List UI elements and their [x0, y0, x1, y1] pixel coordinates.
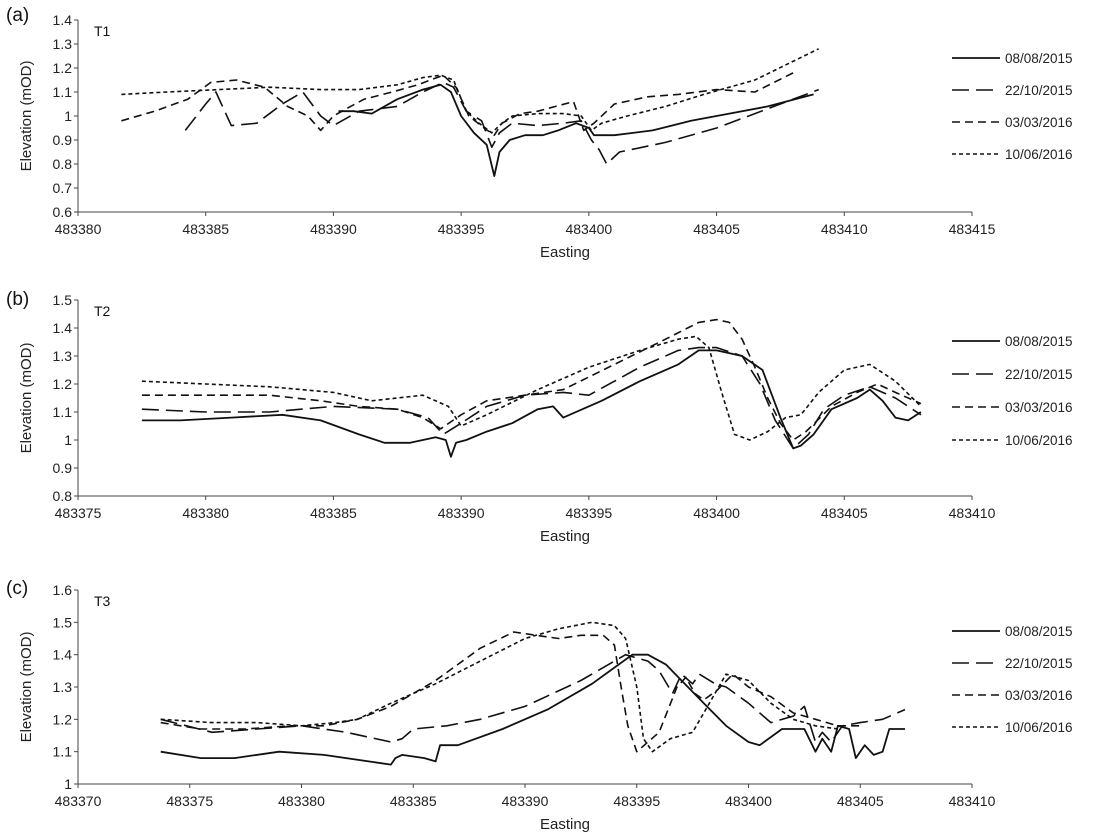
- y-tick-label: 1.2: [53, 376, 73, 392]
- legend-label: 22/10/2015: [1005, 367, 1073, 382]
- legend-label: 22/10/2015: [1005, 83, 1073, 98]
- x-tick-label: 483400: [693, 505, 740, 521]
- x-tick-label: 483410: [949, 505, 996, 521]
- panel-label: (a): [6, 5, 29, 26]
- panel-label: (b): [6, 289, 29, 310]
- x-tick-label: 483380: [278, 793, 325, 809]
- x-tick-label: 483385: [182, 221, 229, 237]
- panel-2: (b) T2 0.8 0.9 1 1.1 1.2 1.3 1.4 1.5 483375 483380 4…: [6, 289, 1073, 545]
- x-tick-label: 483380: [55, 221, 102, 237]
- panel-label: (c): [6, 578, 28, 599]
- chart-title: T2: [94, 303, 111, 319]
- legend-label: 08/08/2015: [1005, 334, 1073, 349]
- y-tick-label: 0.9: [53, 132, 73, 148]
- legend-label: 03/03/2016: [1005, 400, 1073, 415]
- y-tick-label: 1.1: [53, 404, 73, 420]
- series-line-2: [160, 653, 906, 743]
- y-tick-label: 1: [64, 776, 72, 792]
- x-axis-label: Easting: [540, 244, 590, 261]
- series-line-3: [160, 631, 861, 753]
- x-tick-label: 483370: [55, 793, 102, 809]
- x-tick-label: 483390: [502, 793, 549, 809]
- y-tick-label: 1.2: [53, 711, 73, 727]
- x-tick-label: 483395: [613, 793, 660, 809]
- x-tick-label: 483395: [438, 221, 485, 237]
- series-line-1: [338, 83, 814, 177]
- chart-title: T3: [94, 593, 111, 609]
- y-tick-label: 1.1: [53, 744, 73, 760]
- series-line-4: [141, 335, 922, 441]
- x-tick-label: 483405: [693, 221, 740, 237]
- x-tick-label: 483385: [390, 793, 437, 809]
- legend-label: 08/08/2015: [1005, 51, 1073, 66]
- y-tick-label: 1: [64, 432, 72, 448]
- x-tick-label: 483405: [837, 793, 884, 809]
- series-line-4: [121, 48, 820, 134]
- series-line-1: [160, 653, 905, 766]
- x-tick-label: 483405: [821, 505, 868, 521]
- y-tick-label: 1.1: [53, 84, 73, 100]
- x-tick-label: 483390: [438, 505, 485, 521]
- y-tick-label: 1.4: [53, 320, 73, 336]
- y-tick-label: 0.8: [53, 488, 73, 504]
- legend: 08/08/2015 22/10/2015 03/03/2016 10/06/2016: [952, 624, 1073, 735]
- x-tick-label: 483410: [821, 221, 868, 237]
- x-tick-label: 483400: [565, 221, 612, 237]
- y-tick-label: 1.5: [53, 614, 73, 630]
- y-axis-label: Elevation (mOD): [18, 632, 35, 743]
- y-tick-label: 1.3: [53, 36, 73, 52]
- x-tick-label: 483395: [565, 505, 612, 521]
- legend: 08/08/2015 22/10/2015 03/03/2016 10/06/2016: [952, 334, 1073, 448]
- panel-3: (c) T3 1 1.1 1.2 1.3 1.4 1.5 1.6 483370 483375 4833…: [6, 578, 1073, 833]
- x-tick-label: 483415: [949, 221, 996, 237]
- series-line-4: [160, 621, 839, 753]
- y-tick-label: 1.4: [53, 12, 73, 28]
- series-line-1: [141, 349, 922, 458]
- series-line-3: [141, 318, 922, 441]
- y-tick-label: 1.3: [53, 348, 73, 364]
- legend-label: 08/08/2015: [1005, 624, 1073, 639]
- x-axis-label: Easting: [540, 528, 590, 545]
- y-tick-label: 1.2: [53, 60, 73, 76]
- y-tick-label: 1: [64, 108, 72, 124]
- y-tick-label: 0.8: [53, 156, 73, 172]
- chart-title: T1: [94, 23, 111, 39]
- x-tick-label: 483375: [166, 793, 213, 809]
- y-tick-label: 1.4: [53, 647, 73, 663]
- y-tick-label: 1.5: [53, 292, 73, 308]
- y-tick-label: 0.7: [53, 180, 73, 196]
- x-tick-label: 483385: [310, 505, 357, 521]
- legend-label: 03/03/2016: [1005, 688, 1073, 703]
- y-tick-label: 0.6: [53, 204, 73, 220]
- x-tick-label: 483410: [949, 793, 996, 809]
- x-tick-label: 483375: [55, 505, 102, 521]
- y-tick-label: 1.3: [53, 679, 73, 695]
- y-tick-label: 1.6: [53, 582, 73, 598]
- legend-label: 22/10/2015: [1005, 656, 1073, 671]
- x-tick-label: 483390: [310, 221, 357, 237]
- legend-label: 10/06/2016: [1005, 147, 1073, 162]
- legend-label: 03/03/2016: [1005, 115, 1073, 130]
- y-axis-label: Elevation (mOD): [18, 61, 35, 172]
- legend-label: 10/06/2016: [1005, 433, 1073, 448]
- y-axis-label: Elevation (mOD): [18, 343, 35, 454]
- series-line-2: [141, 346, 922, 450]
- x-axis-label: Easting: [540, 816, 590, 833]
- x-tick-label: 483380: [182, 505, 229, 521]
- panel-1: (a) T1 0.6 0.7 0.8 0.9 1 1.1 1.2 1.3 1.4 483380 4833…: [6, 5, 1073, 261]
- legend: 08/08/2015 22/10/2015 03/03/2016 10/06/2016: [952, 51, 1073, 162]
- x-tick-label: 483400: [725, 793, 772, 809]
- y-tick-label: 0.9: [53, 460, 73, 476]
- legend-label: 10/06/2016: [1005, 720, 1073, 735]
